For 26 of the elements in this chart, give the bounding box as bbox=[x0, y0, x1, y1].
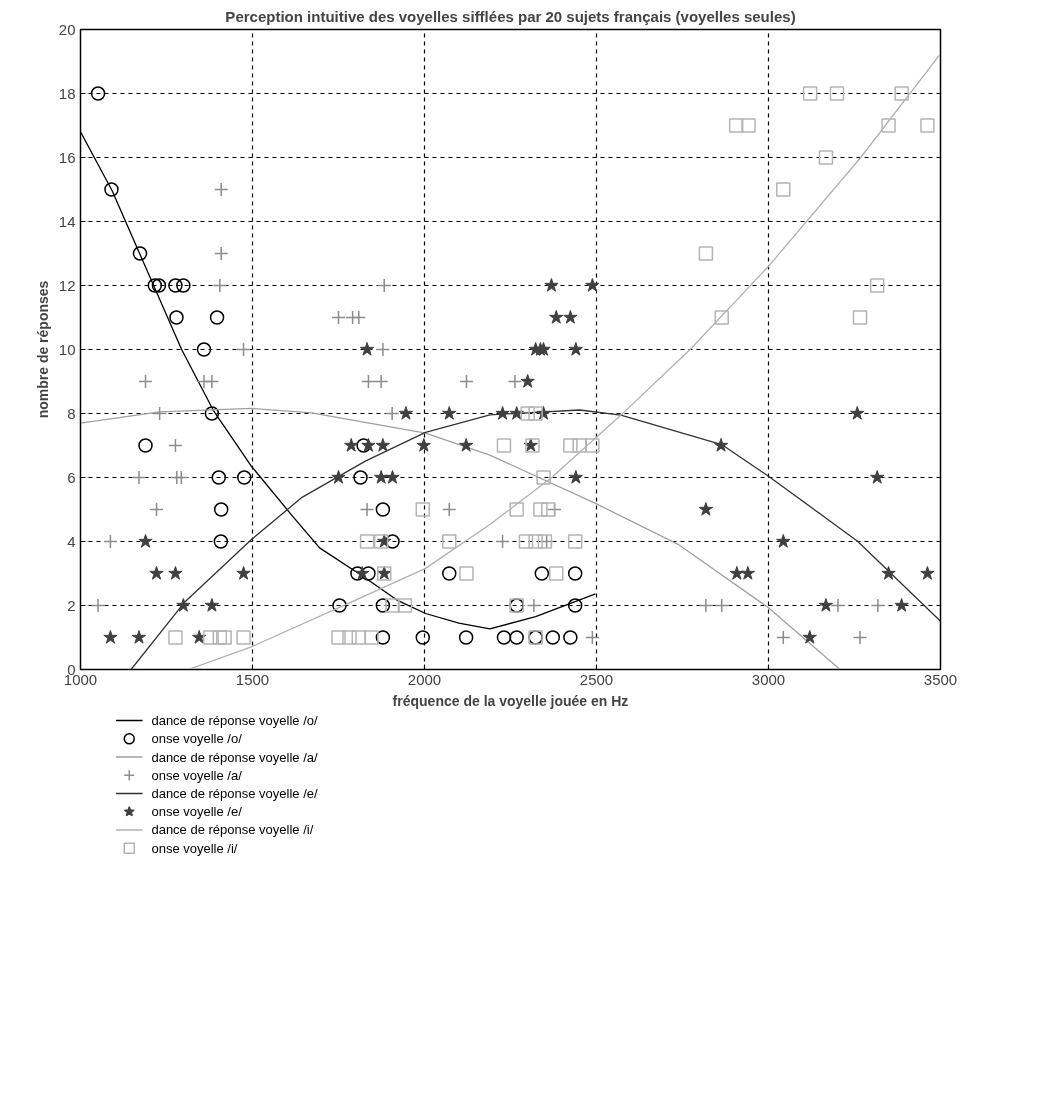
x-tick-label: 2500 bbox=[579, 670, 614, 688]
y-axis-title: nombre de réponses bbox=[34, 280, 51, 419]
y-tick-label: 14 bbox=[58, 212, 76, 230]
x-tick-label: 2000 bbox=[407, 670, 442, 688]
legend-label: onse voyelle /o/ bbox=[151, 731, 243, 747]
x-tick-label: 1500 bbox=[235, 670, 270, 688]
y-tick-label: 16 bbox=[58, 148, 76, 166]
x-tick-label: 3000 bbox=[751, 670, 786, 688]
legend-label: onse voyelle /i/ bbox=[151, 840, 238, 856]
legend-label: dance de réponse voyelle /i/ bbox=[151, 822, 314, 838]
y-tick-label: 20 bbox=[58, 20, 76, 38]
y-tick-label: 8 bbox=[67, 404, 76, 422]
y-tick-label: 2 bbox=[67, 596, 76, 614]
x-axis-title: fréquence de la voyelle jouée en Hz bbox=[392, 692, 629, 709]
y-tick-label: 4 bbox=[67, 532, 76, 550]
legend-label: onse voyelle /a/ bbox=[151, 767, 243, 783]
legend-label: dance de réponse voyelle /e/ bbox=[151, 786, 319, 801]
x-tick-label: 3500 bbox=[923, 670, 958, 688]
y-tick-label: 12 bbox=[58, 276, 76, 294]
chart-title: Perception intuitive des voyelles sifflées par 20 sujets français (voyelles seules) bbox=[225, 7, 796, 25]
legend-label: dance de réponse voyelle /a/ bbox=[151, 749, 319, 765]
legend-label: dance de réponse voyelle /o/ bbox=[151, 713, 319, 729]
legend-label: onse voyelle /e/ bbox=[151, 804, 243, 820]
y-tick-label: 6 bbox=[67, 468, 76, 486]
y-tick-label: 18 bbox=[58, 84, 76, 102]
y-tick-label: 10 bbox=[58, 340, 76, 358]
